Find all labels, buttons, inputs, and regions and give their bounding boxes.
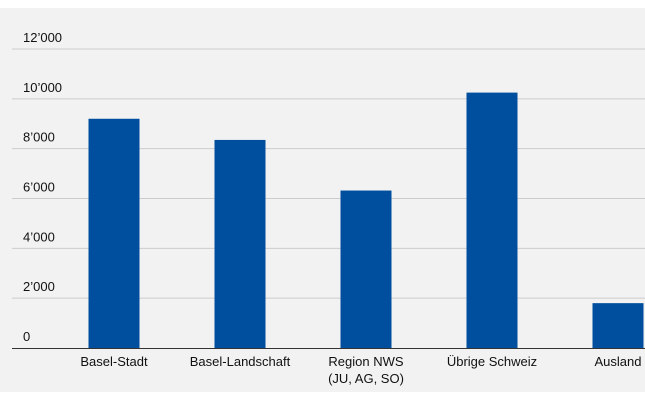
bar (214, 139, 266, 348)
y-tick-label: 12’000 (23, 30, 62, 45)
bar (466, 92, 518, 349)
bar-chart: 0 2’000 4’000 6’000 8’000 10’000 12’000 Basel-… (12, 30, 645, 386)
bar (592, 303, 644, 348)
y-tick-label: 2’000 (23, 279, 55, 294)
y-tick-label: 4’000 (23, 229, 55, 244)
category-label: (JU, AG, SO) (328, 371, 404, 386)
chart-panel: 0 2’000 4’000 6’000 8’000 10’000 12’000 Basel-… (0, 8, 645, 392)
category-label: Ausland (595, 354, 642, 369)
y-tick-label: 10’000 (23, 80, 62, 95)
y-tick-label: 6’000 (23, 180, 55, 195)
y-tick-label: 8’000 (23, 130, 55, 145)
category-label: Übrige Schweiz (447, 354, 537, 369)
x-axis-labels: Basel-Stadt Basel-Landschaft Region NWS (JU… (80, 354, 641, 386)
category-label: Basel-Landschaft (190, 354, 291, 369)
bar (340, 190, 392, 348)
y-tick-label: 0 (23, 329, 30, 344)
y-axis-ticks: 0 2’000 4’000 6’000 8’000 10’000 12’000 (23, 30, 62, 344)
bars (88, 92, 644, 349)
category-label: Region NWS (328, 354, 403, 369)
category-label: Basel-Stadt (80, 354, 148, 369)
bar (88, 118, 140, 349)
